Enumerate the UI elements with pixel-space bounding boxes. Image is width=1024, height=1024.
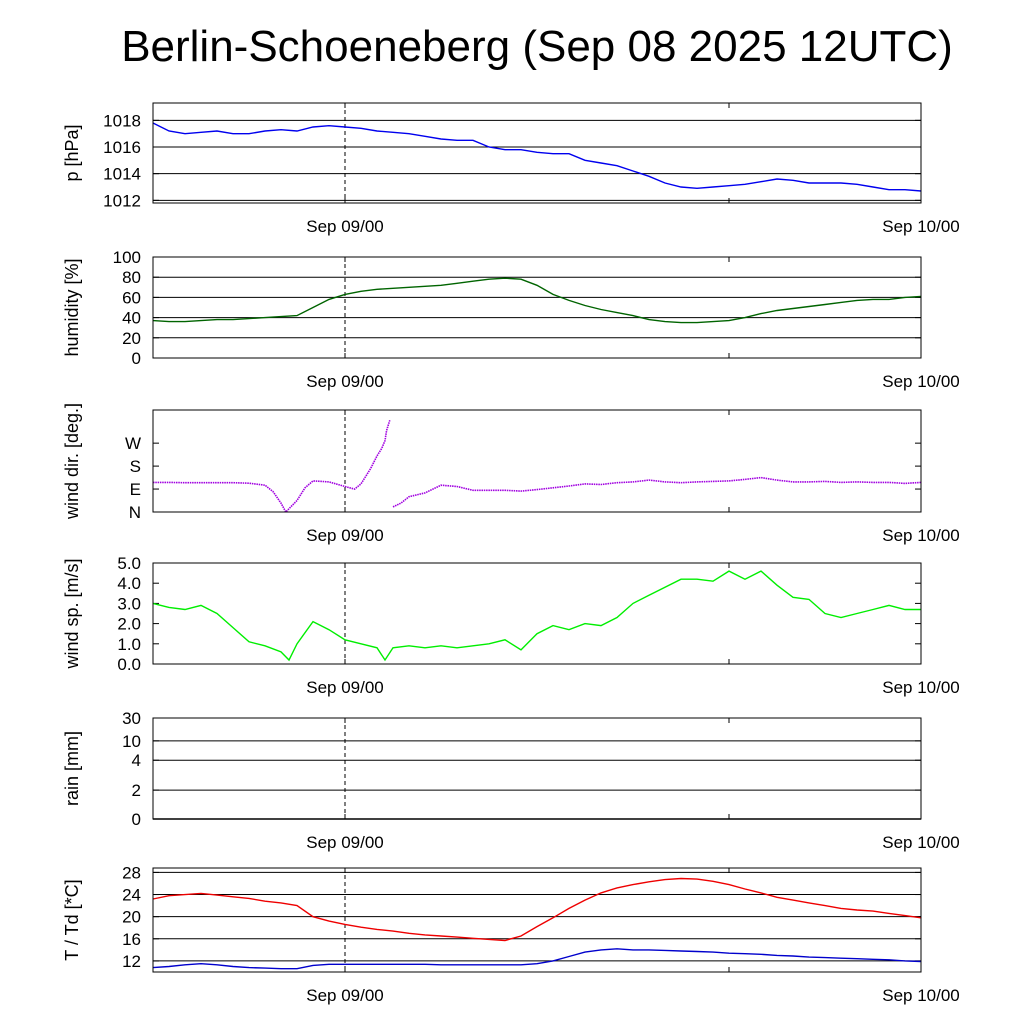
y-tick-label: 2 (132, 781, 141, 800)
y-tick-label: 0.0 (117, 655, 141, 674)
y-tick-label: 1012 (103, 191, 141, 210)
chart-title: Berlin-Schoeneberg (Sep 08 2025 12UTC) (121, 22, 953, 71)
x-tick-label: Sep 10/00 (882, 986, 960, 1005)
panel-frame (152, 867, 922, 973)
pressure-series-0 (152, 122, 922, 192)
x-tick-label: Sep 10/00 (882, 217, 960, 236)
y-axis-label: wind sp. [m/s] (62, 558, 82, 669)
y-axis-label: humidity [%] (62, 258, 82, 356)
panel-frame (152, 102, 922, 204)
x-tick-label: Sep 09/00 (306, 217, 384, 236)
y-tick-label: 60 (122, 288, 141, 307)
x-tick-label: Sep 10/00 (882, 678, 960, 697)
temperature-series-0 (152, 877, 922, 942)
temperature-series-1 (152, 948, 922, 970)
y-tick-label: 4.0 (117, 574, 141, 593)
panel-frame (152, 409, 922, 513)
wind-direction-series (153, 419, 922, 514)
x-tick-label: Sep 09/00 (306, 986, 384, 1005)
y-tick-label: 2.0 (117, 615, 141, 634)
y-tick-label: 1016 (103, 138, 141, 157)
panel-wind_speed: 0.01.02.0 3.04.05.0 Sep 09/00 Sep 10/00 wind… (62, 554, 960, 697)
y-tick-label: 12 (122, 952, 141, 971)
y-tick-label: 3.0 (117, 594, 141, 613)
y-tick-label: 0 (132, 349, 141, 368)
y-tick-label: S (130, 457, 141, 476)
x-tick-label: Sep 09/00 (306, 372, 384, 391)
y-tick-label: 28 (122, 863, 141, 882)
y-tick-label: 20 (122, 908, 141, 927)
x-tick-label: Sep 10/00 (882, 372, 960, 391)
y-tick-label: N (129, 503, 141, 522)
wind_speed-series-0 (152, 570, 921, 662)
y-tick-label: 1014 (103, 165, 141, 184)
y-tick-label: 4 (132, 751, 141, 770)
y-axis-label: T / Td [*C] (62, 879, 82, 960)
x-tick-label: Sep 10/00 (882, 833, 960, 852)
panel-frame (152, 717, 922, 820)
x-tick-label: Sep 09/00 (306, 833, 384, 852)
y-tick-label: 16 (122, 930, 141, 949)
panel-frame (152, 562, 922, 665)
panel-temperature: 12 16 20 24 28 Sep 09/00 Sep 10/00 T / Td [*C] (62, 863, 960, 1005)
panel-rain: 0 2 410 30 Sep 09/00 Sep 10/00 rain [mm] (62, 709, 960, 852)
y-tick-label: 20 (122, 329, 141, 348)
x-tick-label: Sep 09/00 (306, 678, 384, 697)
y-tick-label: 80 (122, 268, 141, 287)
y-tick-label: 10 (122, 732, 141, 751)
y-axis-label: p [hPa] (62, 124, 82, 181)
y-tick-label: 30 (122, 709, 141, 728)
y-tick-label: E (130, 480, 141, 499)
y-tick-label: 0 (132, 810, 141, 829)
y-tick-label: 1018 (103, 111, 141, 130)
y-axis-label: rain [mm] (62, 731, 82, 806)
y-tick-label: 40 (122, 309, 141, 328)
y-tick-label: 1.0 (117, 635, 141, 654)
y-tick-label: 24 (122, 886, 141, 905)
y-tick-label: 5.0 (117, 554, 141, 573)
panel-frame (152, 256, 922, 359)
humidity-series-0 (152, 277, 922, 324)
x-tick-label: Sep 09/00 (306, 526, 384, 545)
y-tick-label: 100 (113, 248, 141, 267)
y-axis-label: wind dir. [deg.] (62, 403, 82, 520)
x-tick-label: Sep 10/00 (882, 526, 960, 545)
y-tick-label: W (125, 434, 141, 453)
panel-pressure: 1012 1014 1016 1018 Sep 09/00 Sep 10/00 p [hPa… (62, 102, 960, 236)
